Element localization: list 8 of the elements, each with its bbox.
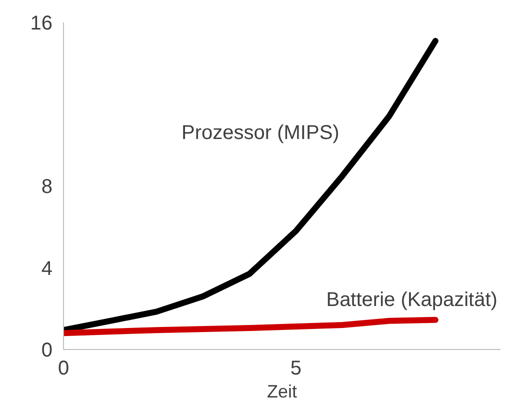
- x-axis-title: Zeit: [266, 382, 298, 402]
- y-tick-label: 0: [41, 340, 52, 362]
- series-label: Batterie (Kapazität): [326, 288, 498, 311]
- y-tick-label: 16: [30, 12, 53, 34]
- y-tick-label: 4: [41, 258, 52, 280]
- series-label: Prozessor (MIPS): [182, 122, 340, 144]
- y-tick-label: 8: [41, 176, 52, 198]
- x-tick-label: 5: [290, 358, 302, 380]
